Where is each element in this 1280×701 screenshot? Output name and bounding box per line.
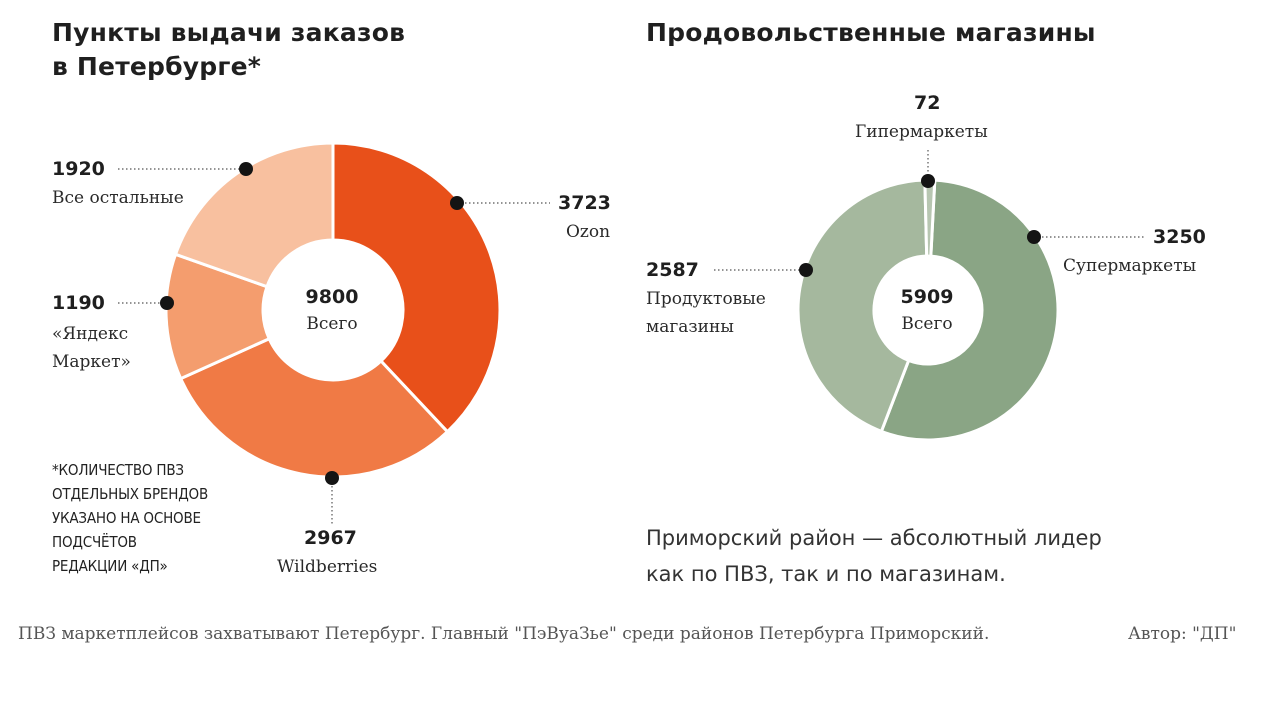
dot-grocery bbox=[799, 263, 813, 277]
value-others: 1920 bbox=[52, 158, 105, 180]
right-total-value: 5909 bbox=[900, 286, 954, 308]
value-grocery: 2587 bbox=[646, 259, 699, 281]
left-total-label: Всего bbox=[306, 314, 358, 334]
right-donut-chart bbox=[796, 178, 1060, 442]
value-ozon: 3723 bbox=[558, 192, 611, 214]
right-leaders bbox=[714, 150, 1146, 277]
left-chart-title-line2: в Петербурге* bbox=[52, 52, 262, 81]
left-chart-title: Пункты выдачи заказов в Петербурге* bbox=[52, 16, 405, 84]
donut-slice-ozon bbox=[331, 141, 502, 434]
footnote: *КОЛИЧЕСТВО ПВЗ ОТДЕЛЬНЫХ БРЕНДОВ УКАЗАН… bbox=[52, 458, 282, 578]
label-yandex-text: «Яндекс Маркет» bbox=[52, 324, 131, 372]
left-donut-chart bbox=[164, 141, 502, 479]
dot-yandex bbox=[160, 296, 174, 310]
footnote-line: ПОДСЧЁТОВ bbox=[52, 533, 137, 551]
dot-hypermarkets bbox=[921, 174, 935, 188]
dot-ozon bbox=[450, 196, 464, 210]
label-yandex: «Яндекс Маркет» bbox=[52, 320, 152, 376]
label-grocery-text: Продуктовые магазины bbox=[646, 289, 766, 337]
footnote-line: РЕДАКЦИИ «ДП» bbox=[52, 557, 168, 575]
remark-line2: как по ПВЗ, так и по магазинам. bbox=[646, 562, 1006, 586]
dot-supermarkets bbox=[1027, 230, 1041, 244]
remark-line1: Приморский район — абсолютный лидер bbox=[646, 526, 1102, 550]
donut-slice-others bbox=[173, 141, 335, 289]
left-leaders bbox=[118, 162, 550, 525]
right-chart-title: Продовольственные магазины bbox=[646, 18, 1096, 47]
donut-slice-grocery bbox=[796, 178, 929, 434]
author: Автор: "ДП" bbox=[1128, 624, 1237, 644]
value-wildberries: 2967 bbox=[304, 527, 357, 549]
footnote-line: *КОЛИЧЕСТВО ПВЗ bbox=[52, 461, 184, 479]
remark: Приморский район — абсолютный лидер как … bbox=[646, 520, 1206, 592]
dot-others bbox=[239, 162, 253, 176]
left-total-value: 9800 bbox=[305, 286, 359, 308]
left-chart-title-line1: Пункты выдачи заказов bbox=[52, 18, 406, 47]
donut-slice-wildberries bbox=[178, 336, 450, 479]
label-supermarkets: Супермаркеты bbox=[1063, 256, 1197, 276]
value-supermarkets: 3250 bbox=[1153, 226, 1206, 248]
caption: ПВЗ маркетплейсов захватывают Петербург.… bbox=[18, 624, 990, 644]
label-others: Все остальные bbox=[52, 188, 184, 208]
label-wildberries: Wildberries bbox=[277, 557, 378, 577]
label-ozon: Ozon bbox=[566, 222, 611, 242]
value-yandex: 1190 bbox=[52, 292, 105, 314]
value-hypermarkets: 72 bbox=[914, 92, 941, 114]
label-hypermarkets: Гипермаркеты bbox=[855, 122, 988, 142]
footnote-line: УКАЗАНО НА ОСНОВЕ bbox=[52, 509, 201, 527]
label-grocery: Продуктовые магазины bbox=[646, 285, 786, 341]
dot-wildberries bbox=[325, 471, 339, 485]
right-total-label: Всего bbox=[901, 314, 953, 334]
footnote-line: ОТДЕЛЬНЫХ БРЕНДОВ bbox=[52, 485, 209, 503]
